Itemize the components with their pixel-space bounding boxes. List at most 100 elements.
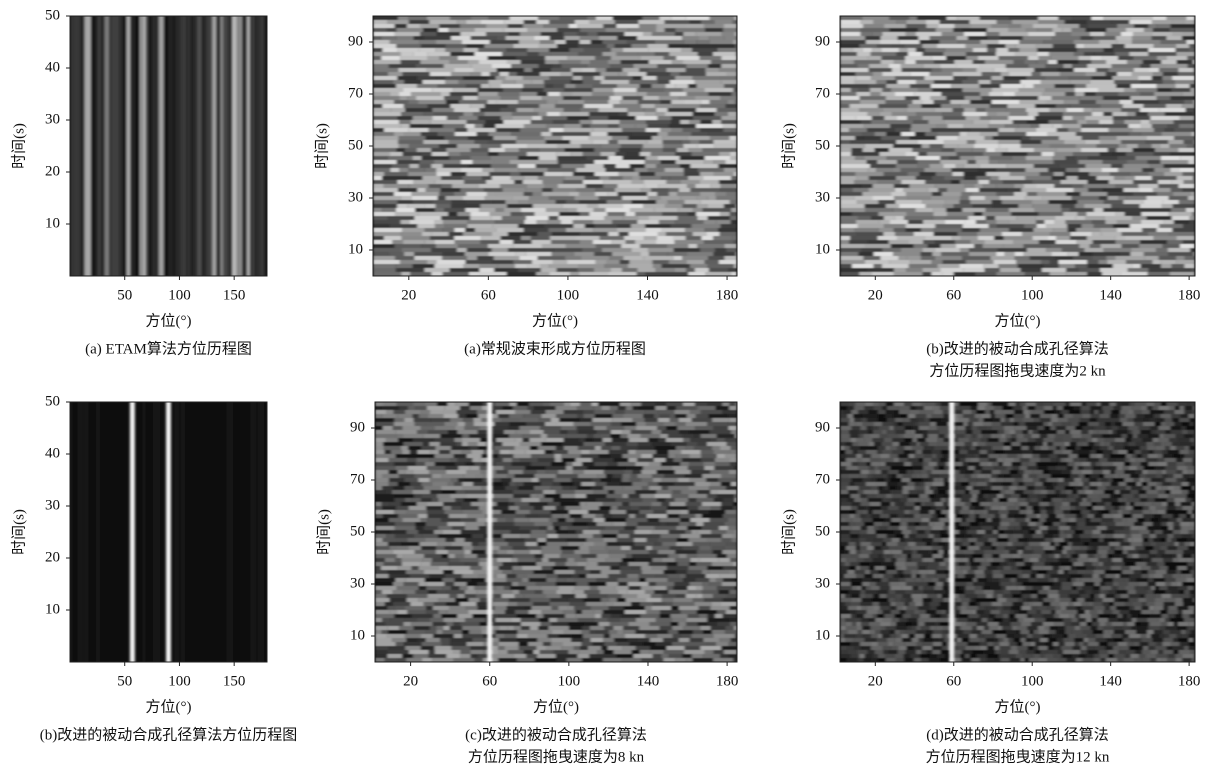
texture-cell <box>917 418 924 422</box>
texture-cell <box>497 574 506 578</box>
texture-cell <box>373 92 390 96</box>
texture-cell <box>450 92 479 96</box>
texture-cell <box>397 586 419 590</box>
texture-cell <box>1113 264 1133 268</box>
texture-cell <box>375 578 395 582</box>
texture-cell <box>598 108 627 112</box>
texture-cell <box>667 646 685 650</box>
texture-cell <box>1077 200 1103 204</box>
texture-cell <box>924 76 953 80</box>
texture-cell <box>886 204 899 208</box>
texture-cell <box>521 498 539 502</box>
texture-stripe <box>149 16 152 276</box>
texture-cell <box>393 80 404 84</box>
texture-cell <box>698 144 714 148</box>
texture-cell <box>1026 28 1038 32</box>
texture-cell <box>962 88 992 92</box>
texture-cell <box>840 36 865 40</box>
texture-cell <box>610 96 623 100</box>
texture-cell <box>516 430 530 434</box>
texture-cell <box>577 414 583 418</box>
texture-cell <box>1178 72 1195 76</box>
texture-cell <box>415 406 427 410</box>
texture-cell <box>697 610 717 614</box>
texture-cell <box>537 638 551 642</box>
texture-cell <box>531 454 539 458</box>
texture-cell <box>462 574 478 578</box>
texture-cell <box>429 442 440 446</box>
texture-cell <box>675 470 691 474</box>
texture-cell <box>1076 44 1085 48</box>
texture-cell <box>564 124 582 128</box>
texture-cell <box>414 418 431 422</box>
texture-cell <box>577 426 594 430</box>
texture-cell <box>929 426 937 430</box>
texture-cell <box>540 40 554 44</box>
texture-cell <box>1130 252 1143 256</box>
texture-cell <box>952 108 964 112</box>
texture-cell <box>864 244 890 248</box>
texture-cell <box>650 646 667 650</box>
texture-cell <box>705 68 719 72</box>
y-tick-label: 10 <box>45 215 60 231</box>
texture-cell <box>646 578 668 582</box>
texture-cell <box>671 494 688 498</box>
texture-cell <box>581 124 589 128</box>
texture-cell <box>602 40 627 44</box>
texture-cell <box>1184 140 1194 144</box>
texture-cell <box>556 474 578 478</box>
texture-cell <box>1058 68 1074 72</box>
texture-cell <box>717 610 726 614</box>
texture-cell <box>840 244 864 248</box>
texture-cell <box>582 542 594 546</box>
texture-cell <box>1171 268 1192 272</box>
texture-cell <box>671 16 685 20</box>
texture-cell <box>549 518 557 522</box>
texture-cell <box>874 402 880 406</box>
texture-cell <box>546 208 567 212</box>
texture-cell <box>1115 422 1122 426</box>
texture-cell <box>405 148 417 152</box>
texture-cell <box>710 430 731 434</box>
texture-cell <box>704 24 724 28</box>
texture-cell <box>375 582 393 586</box>
texture-cell <box>472 614 485 618</box>
texture-cell <box>654 458 666 462</box>
texture-cell <box>568 430 578 434</box>
texture-cell <box>857 64 869 68</box>
texture-cell <box>676 542 692 546</box>
texture-cell <box>973 120 990 124</box>
texture-cell <box>1018 264 1043 268</box>
texture-cell <box>930 144 944 148</box>
texture-cell <box>840 240 849 244</box>
texture-cell <box>1059 136 1082 140</box>
texture-cell <box>514 502 529 506</box>
texture-cell <box>703 654 720 658</box>
texture-cell <box>963 422 967 426</box>
texture-cell <box>523 180 543 184</box>
texture-cell <box>730 462 737 466</box>
texture-cell <box>569 192 580 196</box>
texture-cell <box>659 518 680 522</box>
texture-cell <box>647 554 668 558</box>
texture-cell <box>926 204 944 208</box>
texture-cell <box>514 180 522 184</box>
texture-cell <box>492 260 513 264</box>
texture-cell <box>384 172 408 176</box>
texture-cell <box>962 80 979 84</box>
texture-cell <box>614 92 638 96</box>
texture-cell <box>985 406 994 410</box>
texture-cell <box>1102 406 1114 410</box>
texture-cell <box>649 582 656 586</box>
texture-cell <box>1066 192 1080 196</box>
texture-cell <box>985 410 990 414</box>
texture-cell <box>614 650 632 654</box>
texture-cell <box>418 212 448 216</box>
texture-cell <box>666 458 674 462</box>
texture-cell <box>533 490 543 494</box>
texture-cell <box>575 558 587 562</box>
texture-cell <box>606 582 618 586</box>
texture-cell <box>592 84 617 88</box>
texture-cell <box>465 538 486 542</box>
texture-cell <box>578 44 607 48</box>
